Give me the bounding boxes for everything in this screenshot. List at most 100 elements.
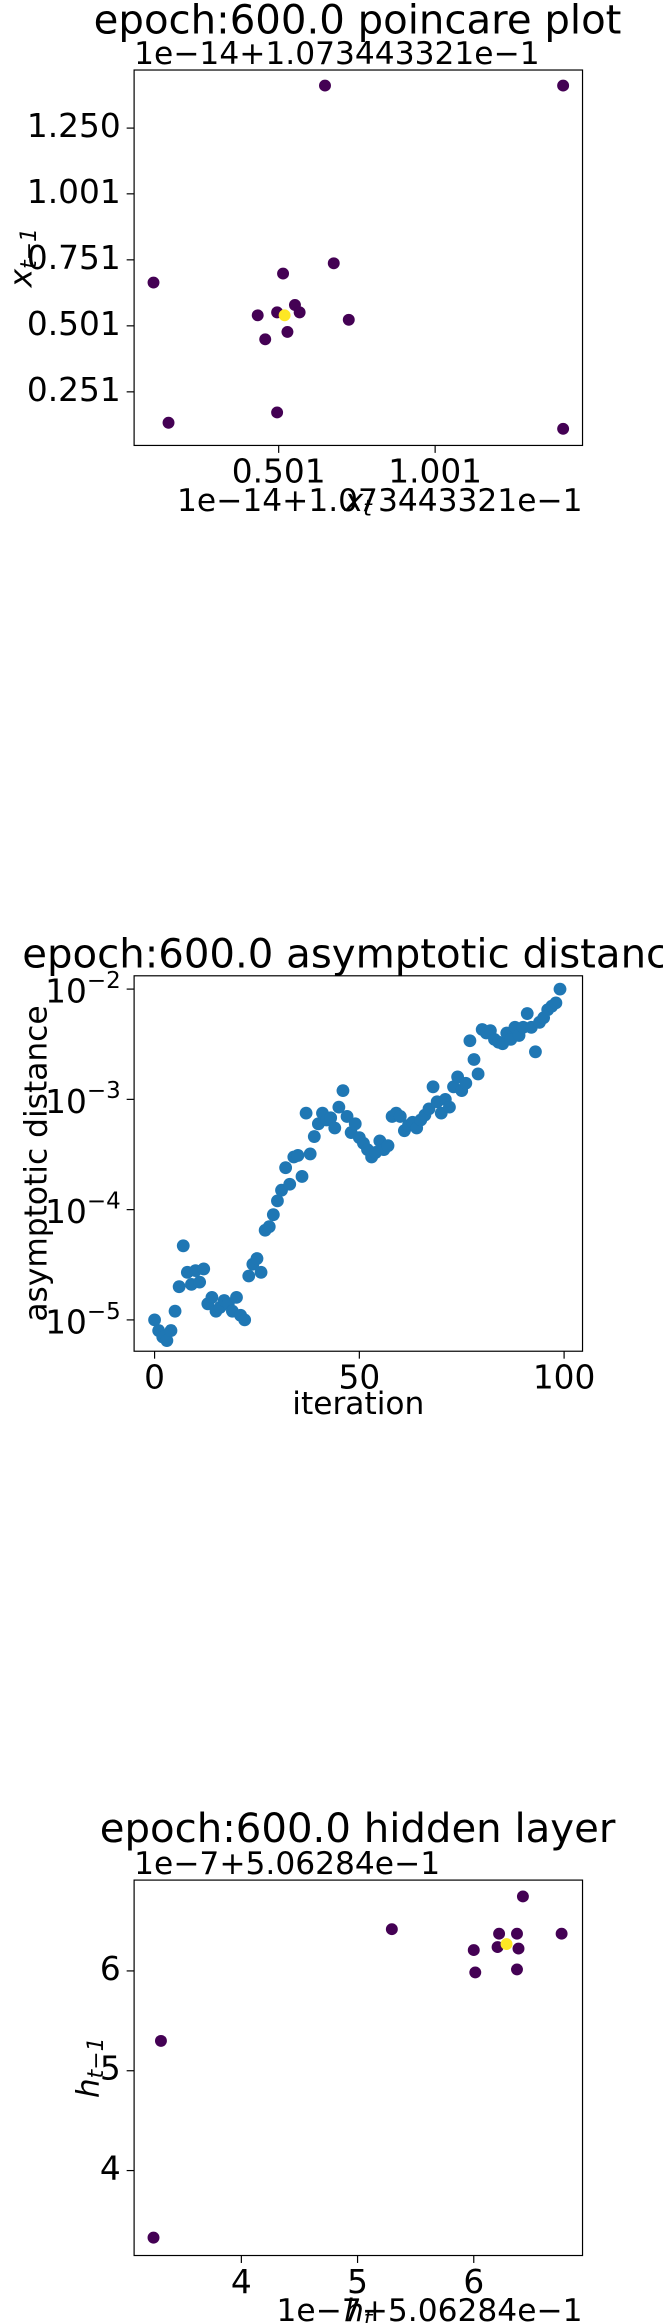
- point: [557, 79, 570, 92]
- point: [328, 1121, 342, 1135]
- x-tick-label: 6: [463, 2263, 484, 2301]
- point: [259, 333, 272, 346]
- y-tick-label: 10−2: [45, 967, 121, 1010]
- plot-frame: [133, 69, 584, 447]
- point: [262, 1220, 276, 1234]
- chart-title: epoch:600.0 asymptotic distance: [22, 931, 663, 977]
- point: [271, 1194, 284, 1208]
- point: [332, 1100, 346, 1114]
- point: [342, 313, 355, 326]
- y-tick-label: 10−3: [45, 1078, 121, 1121]
- point: [511, 1927, 523, 1940]
- x-tick-label: 0.501: [232, 453, 326, 491]
- y-tick-label: 6: [100, 1950, 121, 1988]
- point: [250, 1252, 264, 1265]
- y-tick-label: 1.001: [27, 173, 121, 211]
- y-axis-label: xt−1: [3, 228, 42, 288]
- point: [467, 1053, 481, 1066]
- point: [283, 1177, 297, 1191]
- point: [154, 2034, 167, 2047]
- point: [471, 1067, 485, 1081]
- y-offset-text: 1e−14+1.073443321e−1: [134, 36, 540, 72]
- point: [230, 1290, 243, 1304]
- point: [529, 1045, 542, 1059]
- point: [324, 1111, 338, 1125]
- point: [307, 1130, 321, 1143]
- point: [193, 1275, 207, 1289]
- point: [279, 1161, 293, 1175]
- y-axis-label: ht−1: [70, 2037, 109, 2098]
- point: [176, 1239, 190, 1253]
- point: [348, 1117, 362, 1131]
- point: [254, 1265, 268, 1279]
- y-axis-label: asymptotic distance: [18, 1005, 54, 1321]
- point: [469, 1966, 482, 1979]
- point: [467, 1944, 480, 1957]
- point: [319, 79, 331, 92]
- point: [303, 1147, 317, 1161]
- x-tick-label: 1.001: [388, 453, 482, 491]
- x-axis-label: iteration: [292, 1386, 424, 1422]
- x-tick-label: 0: [144, 1359, 165, 1397]
- y-tick-label: 0.501: [27, 305, 121, 343]
- point: [299, 1106, 313, 1120]
- chart-title: epoch:600.0 hidden layer: [100, 1806, 616, 1852]
- point: [491, 1941, 504, 1954]
- point: [493, 1927, 506, 1940]
- point: [147, 276, 160, 289]
- point: [553, 982, 567, 996]
- y-tick-label: 5: [100, 2050, 121, 2088]
- plot-frame: [133, 975, 584, 1352]
- y-offset-text: 1e−7+5.06284e−1: [134, 1846, 440, 1882]
- point: [381, 1139, 395, 1153]
- x-tick-label: 5: [347, 2263, 368, 2301]
- point: [277, 267, 290, 280]
- point: [463, 1034, 477, 1048]
- point: [147, 2231, 160, 2244]
- y-tick-label: 10−5: [45, 1298, 121, 1341]
- point: [511, 1963, 523, 1976]
- point: [281, 325, 294, 338]
- y-tick-label: 1.250: [27, 107, 121, 145]
- point: [271, 406, 284, 419]
- point: [516, 1890, 529, 1903]
- point: [160, 1334, 174, 1347]
- point: [278, 309, 291, 322]
- chart-title: epoch:600.0 poincare plot: [94, 0, 622, 43]
- point: [555, 1927, 568, 1940]
- x-tick-label: 50: [338, 1359, 380, 1397]
- point: [549, 996, 563, 1010]
- x-tick-label: 100: [533, 1359, 596, 1397]
- point: [393, 1110, 407, 1123]
- point: [327, 257, 340, 270]
- y-tick-label: 4: [100, 2150, 121, 2188]
- point: [443, 1100, 456, 1114]
- point: [172, 1280, 186, 1294]
- point: [242, 1269, 256, 1283]
- y-tick-label: 10−4: [45, 1188, 121, 1231]
- point: [251, 309, 264, 322]
- point: [197, 1262, 211, 1276]
- point: [168, 1304, 182, 1318]
- point: [500, 1938, 513, 1951]
- point: [520, 1007, 534, 1020]
- x-offset-text: 1e−14+1.073443321e−1: [177, 483, 583, 519]
- point: [293, 306, 306, 319]
- plot-frame: [133, 1879, 584, 2257]
- point: [266, 1208, 280, 1222]
- point: [291, 1149, 305, 1162]
- point: [459, 1076, 473, 1090]
- y-tick-label: 0.251: [27, 371, 121, 409]
- point: [295, 1170, 309, 1183]
- point: [340, 1110, 354, 1123]
- point: [426, 1080, 440, 1094]
- point: [238, 1313, 252, 1327]
- point: [205, 1290, 219, 1304]
- point: [164, 1324, 178, 1337]
- point: [162, 416, 175, 429]
- point: [557, 422, 570, 435]
- point: [148, 1313, 161, 1327]
- x-tick-label: 4: [231, 2263, 252, 2301]
- point: [512, 1942, 525, 1955]
